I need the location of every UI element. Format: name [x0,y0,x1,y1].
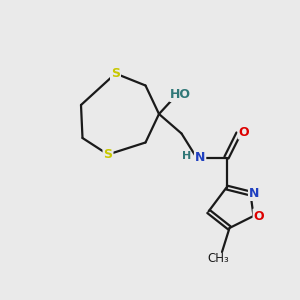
Text: N: N [249,187,259,200]
Text: S: S [103,148,112,161]
Text: N: N [195,151,205,164]
Text: H: H [182,151,191,161]
Text: O: O [254,209,264,223]
Text: CH₃: CH₃ [208,252,229,265]
Text: S: S [111,67,120,80]
Text: O: O [238,125,249,139]
Text: HO: HO [170,88,191,101]
